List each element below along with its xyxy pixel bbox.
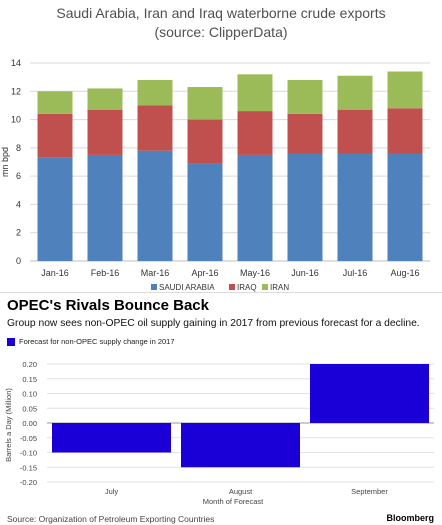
bar-iran <box>187 87 223 120</box>
legend-swatch <box>151 284 157 290</box>
legend-label: SAUDI ARABIA <box>159 283 215 292</box>
y-axis-label: Barrels a Day (Million) <box>4 388 13 462</box>
y-tick-label: -0.15 <box>20 463 37 472</box>
bar-iran <box>337 75 373 110</box>
opec-rivals-chart-canvas: 0.20 0.15 0.10 0.05 0.00 -0.05 -0.10 -0.15 -0.20… <box>4 360 434 506</box>
bar-saudi-arabia <box>237 154 273 261</box>
bar-saudi-arabia <box>137 150 173 261</box>
y-tick-label: 0.20 <box>22 360 37 369</box>
bar-september <box>310 364 429 423</box>
y-tick-label: 4 <box>16 199 21 209</box>
x-tick-label: Jan-16 <box>41 268 69 278</box>
bar-saudi-arabia <box>87 154 123 261</box>
bar-saudi-arabia <box>337 153 373 261</box>
x-tick-label: Feb-16 <box>91 268 120 278</box>
legend: Forecast for non-OPEC supply change in 2… <box>7 337 175 346</box>
y-tick-label: 10 <box>11 115 21 125</box>
bar-iran <box>137 79 173 106</box>
bars <box>52 364 429 468</box>
bar-july <box>52 423 171 453</box>
bar-iraq <box>287 113 323 154</box>
bar-iraq <box>187 119 223 164</box>
y-tick-label: 14 <box>11 58 21 68</box>
x-tick-label: Apr-16 <box>191 268 218 278</box>
x-tick-label: May-16 <box>240 268 270 278</box>
x-tick-label: Jun-16 <box>291 268 319 278</box>
bar-iran <box>87 88 123 110</box>
chart-subtitle: Group now sees non-OPEC oil supply gaini… <box>7 318 420 329</box>
bar-iraq <box>337 109 373 154</box>
y-tick-label: -0.20 <box>20 478 37 487</box>
y-tick-label: 12 <box>11 86 21 96</box>
bar-iraq <box>237 111 273 155</box>
x-axis-ticks: July August September <box>105 487 389 496</box>
section-divider <box>0 292 442 293</box>
legend-swatch <box>262 284 268 290</box>
y-tick-label: 0.10 <box>22 390 37 399</box>
y-tick-label: 0.00 <box>22 419 37 428</box>
chart-title-line-1: Saudi Arabia, Iran and Iraq waterborne c… <box>56 5 385 21</box>
crude-exports-chart: Saudi Arabia, Iran and Iraq waterborne c… <box>0 5 430 292</box>
bar-iran <box>387 71 423 109</box>
y-tick-label: 0.15 <box>22 375 37 384</box>
y-tick-label: 8 <box>16 143 21 153</box>
y-tick-label: 6 <box>16 171 21 181</box>
bar-iran <box>37 91 73 114</box>
legend-swatch <box>229 284 235 290</box>
y-tick-label: -0.10 <box>20 449 37 458</box>
bar-iraq <box>87 109 123 155</box>
x-tick-label: August <box>229 487 253 496</box>
chart-title-line-2: (source: ClipperData) <box>154 24 287 40</box>
y-tick-label: -0.05 <box>20 434 37 443</box>
y-axis-ticks: 0.20 0.15 0.10 0.05 0.00 -0.05 -0.10 -0.15 -0.20 <box>20 360 37 487</box>
source-note: Source: Organization of Petroleum Export… <box>7 514 215 524</box>
bar-iraq <box>387 108 423 154</box>
bloomberg-logo: Bloomberg <box>386 513 434 523</box>
x-tick-label: July <box>105 487 119 496</box>
x-axis-ticks: Jan-16 Feb-16 Mar-16 Apr-16 May-16 Jun-16 Jul-… <box>41 268 419 278</box>
legend-label: IRAQ <box>237 283 257 292</box>
bar-iraq <box>37 113 73 158</box>
y-tick-label: 2 <box>16 228 21 238</box>
x-tick-label: Aug-16 <box>390 268 419 278</box>
y-tick-label: 0 <box>16 256 21 266</box>
chart-title: OPEC's Rivals Bounce Back <box>7 297 209 314</box>
bar-iran <box>287 79 323 114</box>
legend-label: Forecast for non-OPEC supply change in 2… <box>19 337 175 346</box>
crude-exports-chart-canvas: Saudi Arabia, Iran and Iraq waterborne c… <box>0 5 430 292</box>
x-tick-label: Jul-16 <box>343 268 368 278</box>
bar-saudi-arabia <box>37 157 73 261</box>
bar-iraq <box>137 105 173 151</box>
x-axis-label: Month of Forecast <box>203 497 264 506</box>
bar-saudi-arabia <box>287 153 323 261</box>
x-tick-label: Mar-16 <box>141 268 170 278</box>
y-axis-label: mn bpd <box>0 147 10 177</box>
stacked-bars <box>37 71 423 261</box>
x-tick-label: September <box>351 487 388 496</box>
y-tick-label: 0.05 <box>22 404 37 413</box>
bar-saudi-arabia <box>187 163 223 261</box>
legend-label: IRAN <box>270 283 289 292</box>
opec-rivals-chart: OPEC's Rivals Bounce Back Group now sees… <box>0 293 442 525</box>
legend-swatch <box>7 337 15 346</box>
bar-august <box>181 423 300 468</box>
legend: SAUDI ARABIA IRAQ IRAN <box>151 283 289 292</box>
y-axis-ticks: 0 2 4 6 8 10 12 14 <box>11 58 21 266</box>
bar-iran <box>237 74 273 112</box>
bar-saudi-arabia <box>387 153 423 261</box>
